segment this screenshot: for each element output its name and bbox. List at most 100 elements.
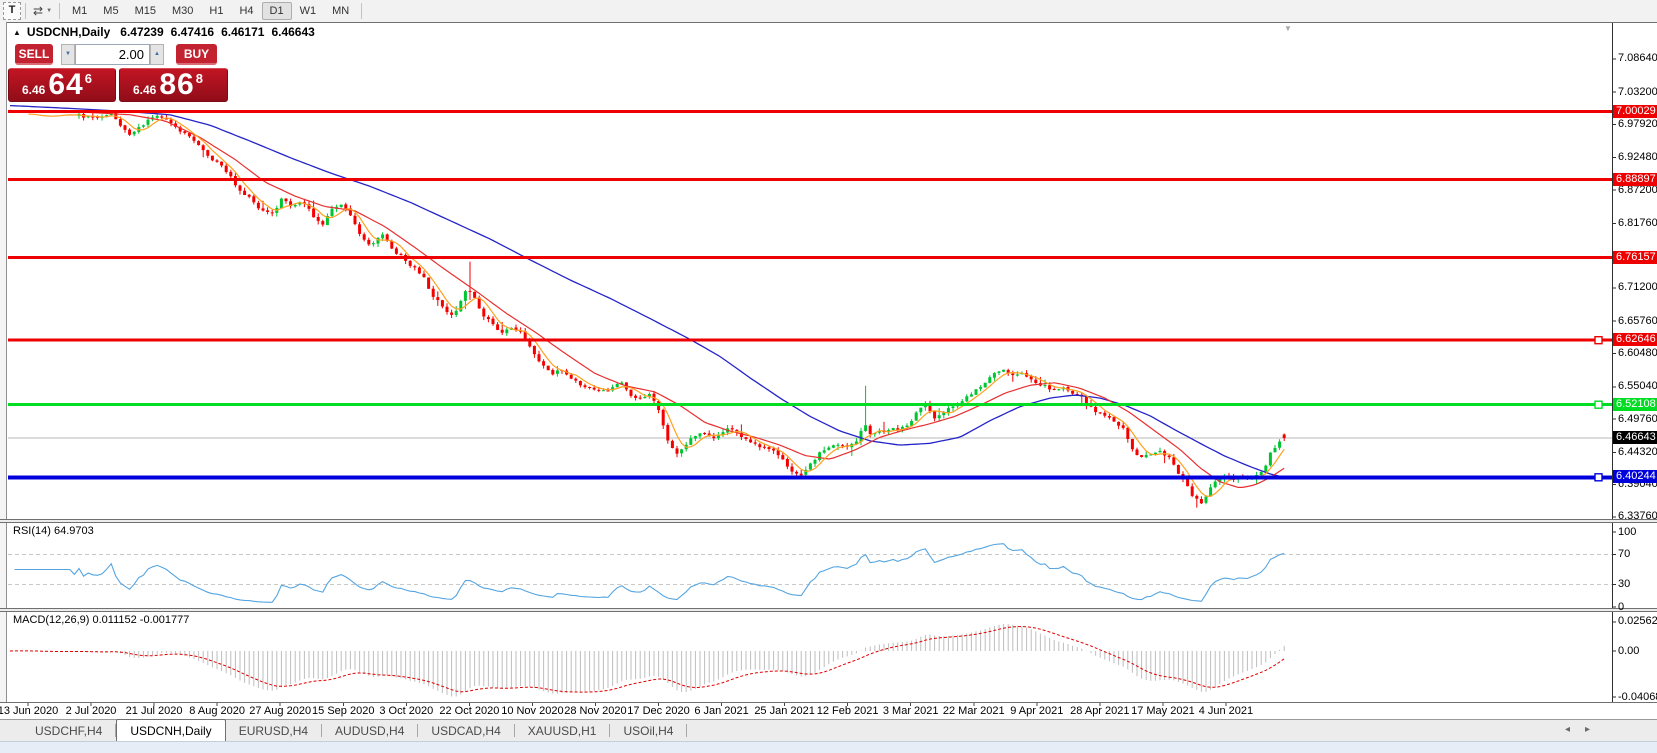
- hline-price-badge: 6.40244: [1613, 470, 1657, 484]
- price-tick-label: 7.03200: [1618, 85, 1657, 98]
- chart-window-top-border: [0, 22, 1657, 23]
- date-tick-label: 27 Aug 2020: [249, 705, 312, 717]
- ohlc-close: 6.46643: [271, 25, 315, 39]
- axis-ticks: [27, 58, 1616, 706]
- chart-tab-usdcad[interactable]: USDCAD,H4: [431, 724, 501, 738]
- date-tick-label: 9 Apr 2021: [1010, 705, 1064, 717]
- date-tick-label: 4 Jun 2021: [1198, 705, 1254, 717]
- buy-price-prefix: 6.46: [133, 83, 157, 97]
- collapse-triangle-icon[interactable]: ▲: [13, 27, 21, 37]
- ohlc-low: 6.46171: [221, 25, 265, 39]
- date-tick-label: 28 Nov 2020: [564, 705, 627, 717]
- macd-tick-label: -0.040687: [1618, 690, 1657, 703]
- price-tick-label: 6.33760: [1618, 510, 1657, 523]
- date-tick-label: 28 Apr 2021: [1070, 705, 1130, 717]
- sell-button[interactable]: SELL: [15, 44, 53, 65]
- date-tick-label: 3 Mar 2021: [882, 705, 939, 717]
- hline-handle-6.40244[interactable]: [1594, 473, 1603, 482]
- price-tick-label: 7.08640: [1618, 52, 1657, 65]
- hline-price-badge: 6.76157: [1613, 250, 1657, 264]
- macd-value: 0.011152: [92, 614, 137, 626]
- rsi-tick-label: 30: [1618, 578, 1631, 590]
- chart-title: ▲ USDCNH,Daily 6.47239 6.47416 6.46171 6…: [13, 25, 322, 39]
- main-price-pane: [8, 104, 1612, 508]
- toolbar-separator: [361, 3, 363, 19]
- date-tick-label: 6 Jan 2021: [694, 705, 749, 717]
- sell-price-pip: 6: [84, 71, 92, 86]
- rsi-label: RSI(14) 64.9703: [13, 525, 94, 537]
- rsi-line: [14, 543, 1285, 603]
- chart-tab-xauusd[interactable]: XAUUSD,H1: [527, 724, 597, 738]
- chart-tab-usdchf[interactable]: USDCHF,H4: [35, 724, 103, 738]
- chart-window-bottom-border: [0, 702, 1657, 703]
- macd-tick-label: 0.00: [1618, 644, 1640, 657]
- top-toolbar: T ⇄ ▼ M1 M5 M15 M30 H1 H4 D1 W1 MN: [0, 0, 1657, 22]
- date-tick-label: 2 Jul 2020: [65, 705, 117, 717]
- volume-decrease-button[interactable]: ▼: [61, 44, 75, 65]
- chart-tab-usoil[interactable]: USOil,H4: [623, 724, 674, 738]
- timeframe-button-h4[interactable]: H4: [239, 5, 254, 17]
- hline-handle-6.52108[interactable]: [1594, 400, 1603, 409]
- macd-pane: [9, 624, 1285, 697]
- timeframe-button-mn[interactable]: MN: [332, 5, 350, 17]
- ma-medium-line: [9, 109, 1285, 488]
- timeframe-button-m5[interactable]: M5: [103, 5, 119, 17]
- buy-price-pip: 8: [195, 71, 203, 86]
- ma-fast-line: [28, 113, 1285, 497]
- sell-price-big: 64: [48, 68, 84, 101]
- timeframe-button-w1[interactable]: W1: [299, 5, 317, 17]
- timeframe-button-m30[interactable]: M30: [171, 5, 194, 17]
- date-tick-label: 17 Dec 2020: [627, 705, 690, 717]
- hline-price-badge: 6.62646: [1613, 333, 1657, 347]
- date-tick-label: 22 Oct 2020: [439, 705, 500, 717]
- date-tick-label: 22 Mar 2021: [942, 705, 1005, 717]
- tabs-scroll-right-icon[interactable]: ▸: [1585, 724, 1591, 735]
- ma-slow-line: [9, 104, 1285, 479]
- volume-input[interactable]: [75, 44, 150, 65]
- text-tool-button[interactable]: T: [3, 2, 21, 20]
- price-tick-label: 6.55040: [1618, 380, 1657, 393]
- price-tick-label: 6.65760: [1618, 314, 1657, 327]
- timeframe-button-h1[interactable]: H1: [209, 5, 224, 17]
- pane-splitter[interactable]: [0, 519, 1657, 520]
- buy-button[interactable]: BUY: [176, 44, 217, 65]
- pane-splitter[interactable]: [0, 611, 1657, 612]
- crosshair-tool-button[interactable]: ⇄ ▼: [30, 4, 55, 18]
- date-tick-label: 17 May 2021: [1131, 705, 1195, 717]
- tab-divider: [609, 724, 611, 737]
- timeframe-button-d1[interactable]: D1: [261, 2, 292, 20]
- chart-tab-audusd[interactable]: AUDUSD,H4: [335, 724, 405, 738]
- date-tick-label: 13 Jun 2020: [0, 705, 59, 717]
- tabs-scroll-left-icon[interactable]: ◂: [1565, 724, 1571, 735]
- pane-splitter[interactable]: [0, 608, 1657, 609]
- chart-tabs: USDCHF,H4 USDCNH,Daily EURUSD,H4 AUDUSD,H4 U…: [22, 719, 688, 743]
- dropdown-arrow-icon: ▼: [46, 8, 53, 14]
- timeframe-button-m15[interactable]: M15: [134, 5, 156, 17]
- current-price-badge: 6.46643: [1613, 431, 1657, 445]
- pane-splitter[interactable]: [0, 609, 1657, 611]
- toolbar-separator: [25, 3, 26, 19]
- date-tick-label: 21 Jul 2020: [125, 705, 183, 717]
- chart-window-left-frame: [0, 22, 7, 703]
- tab-divider: [686, 724, 688, 737]
- buy-price-display[interactable]: 6.46 86 8: [119, 68, 228, 102]
- pane-splitter[interactable]: [0, 520, 1657, 522]
- hline-price-badge: 6.52108: [1613, 397, 1657, 411]
- chart-tab-usdcnh[interactable]: USDCNH,Daily: [116, 719, 226, 743]
- chart-tab-eurusd[interactable]: EURUSD,H4: [238, 724, 309, 738]
- pane-splitter[interactable]: [0, 522, 1657, 523]
- candlesticks: [77, 110, 1286, 508]
- volume-increase-button[interactable]: ▲: [150, 44, 164, 65]
- date-tick-label: 3 Oct 2020: [379, 705, 434, 717]
- macd-signal-line: [9, 626, 1285, 693]
- date-tick-label: 12 Feb 2021: [816, 705, 879, 717]
- sell-price-display[interactable]: 6.46 64 6: [8, 68, 116, 102]
- chart-shift-marker-icon[interactable]: ▼: [1284, 24, 1292, 33]
- macd-label: MACD(12,26,9) 0.011152 -0.001777: [13, 614, 190, 626]
- hline-handle-6.62646[interactable]: [1594, 336, 1603, 345]
- date-tick-label: 8 Aug 2020: [189, 705, 245, 717]
- macd-signal-value: -0.001777: [139, 614, 190, 626]
- timeframe-button-m1[interactable]: M1: [72, 5, 88, 17]
- one-click-trading-panel: SELL ▼ ▲ BUY 6.46 64 6 6.46 86 8: [8, 42, 228, 102]
